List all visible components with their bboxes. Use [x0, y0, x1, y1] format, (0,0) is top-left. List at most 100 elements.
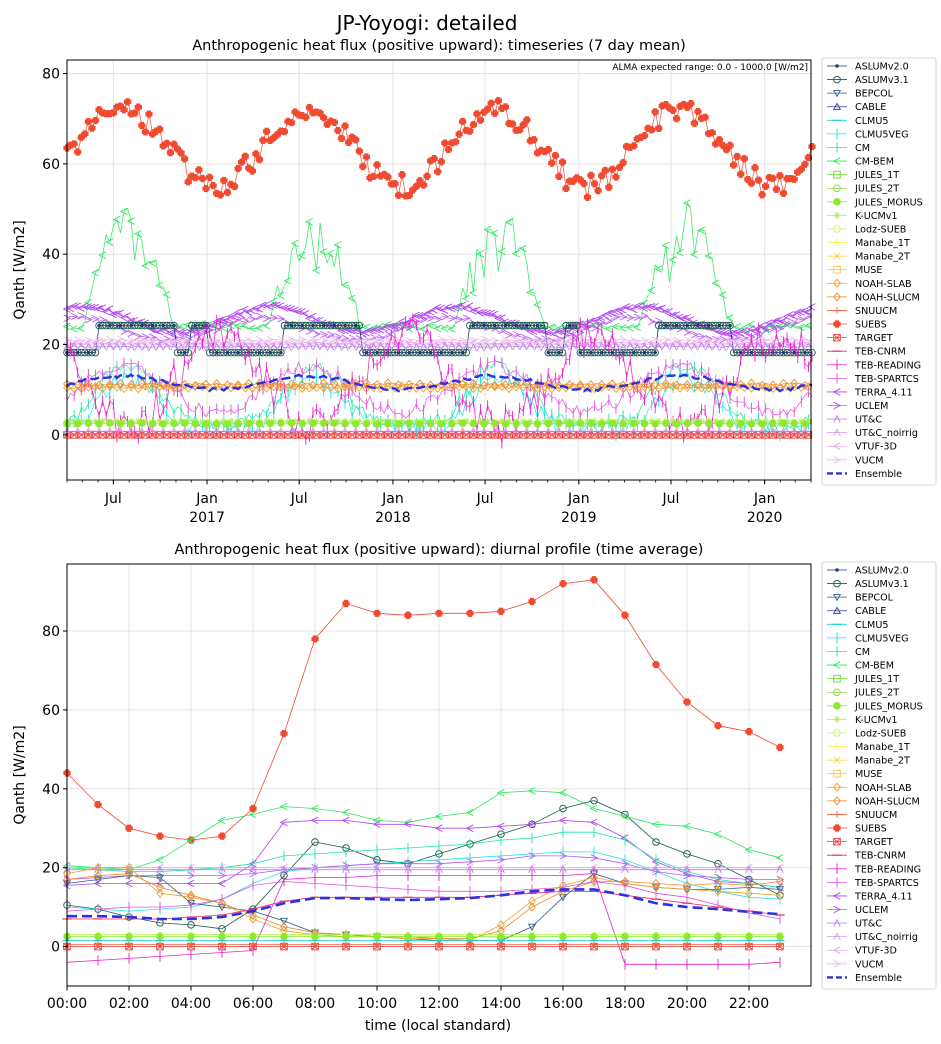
- ts-legend-item-ut-c: UT&C: [827, 415, 882, 426]
- ts-point-suews: [580, 179, 588, 188]
- ts-point-ut-c: [783, 342, 791, 351]
- ts-point-noah-slab: [654, 383, 663, 394]
- ts-point-terra-4-11: [483, 309, 492, 317]
- ts-point-terra-4-11: [176, 328, 185, 336]
- ts-point-terra-4-11: [444, 303, 452, 311]
- di-point-ut-c: [311, 865, 319, 874]
- di-point-jules-morus: [311, 932, 319, 941]
- ts-legend-marker: [832, 102, 842, 110]
- ts-point-vucm: [170, 336, 179, 345]
- ts-point-noah-slab: [426, 383, 435, 394]
- ts-legend-marker: [833, 456, 842, 464]
- ts-legend-item-jules-morus: JULES_MORUS: [827, 197, 923, 208]
- ts-point-ut-c-noirrig: [737, 426, 745, 435]
- ts-point-ut-c: [384, 341, 392, 350]
- di-point-suews: [94, 800, 102, 809]
- ts-point-terra-4-11: [294, 307, 303, 316]
- ts-point-ut-c-noirrig: [576, 426, 585, 435]
- ts-point-ut-c: [676, 342, 684, 351]
- ts-point-terra-4-11: [754, 326, 763, 334]
- ts-point-ut-c-noirrig: [170, 426, 178, 435]
- ts-point-suews: [145, 110, 153, 118]
- ts-point-suews: [334, 126, 342, 135]
- ts-point-noah-slab: [120, 383, 128, 394]
- ts-point-jules-morus: [501, 420, 510, 428]
- ts-legend-item-aslumv3-1: ASLUMv3.1: [827, 75, 909, 86]
- di-series-jules-morus: [63, 932, 784, 941]
- ts-point-suews: [437, 158, 445, 166]
- ts-point-jules-morus: [736, 419, 745, 428]
- di-line-noah-slab: [66, 867, 781, 942]
- ts-legend-item-manabe-2t: Manabe_2T: [827, 252, 910, 263]
- di-legend-item-teb-reading: TEB-READING: [827, 863, 921, 875]
- ts-point-vucm: [769, 337, 778, 345]
- ts-point-k-ucmv1: [584, 417, 591, 425]
- ts-point-ut-c: [84, 342, 93, 351]
- ts-point-ut-c: [441, 341, 449, 350]
- di-legend-label: Manabe_1T: [855, 742, 910, 753]
- ts-point-ut-c: [469, 343, 478, 352]
- di-point-jules-morus: [156, 932, 164, 941]
- ts-point-vucm: [448, 335, 457, 344]
- ts-point-suews: [156, 125, 164, 133]
- di-legend-item-teb-cnrm: TEB-CNRM: [827, 851, 906, 862]
- ts-point-k-ucmv1: [755, 418, 762, 426]
- ts-point-aslumv2-0: [364, 350, 369, 355]
- ts-point-aslumv2-0: [546, 350, 551, 355]
- ts-point-ut-c-noirrig: [245, 426, 253, 435]
- di-point-snuucm: [621, 941, 629, 948]
- ts-point-ut-c: [205, 341, 214, 350]
- ts-point-uclem: [84, 315, 93, 324]
- ts-point-ut-c-noirrig: [544, 426, 552, 435]
- ts-point-suews: [708, 129, 716, 137]
- ts-point-suews: [202, 184, 210, 193]
- di-point-cm-bem: [775, 854, 784, 862]
- ts-legend-label: SNUUCM: [855, 306, 897, 317]
- di-legend-marker: [833, 960, 842, 968]
- ts-point-k-ucmv1: [241, 418, 249, 425]
- di-point-uclem: [373, 860, 382, 868]
- ts-point-suews: [501, 103, 510, 111]
- ts-point-aslumv2-0: [332, 323, 337, 328]
- ts-point-suews: [70, 140, 78, 148]
- di-point-aslumv3-1: [652, 838, 660, 846]
- ts-point-noah-slucm: [298, 380, 307, 390]
- ts-point-terra-4-11: [84, 303, 92, 311]
- ts-point-ut-c-noirrig: [84, 426, 93, 435]
- ts-point-jules-morus: [640, 419, 649, 428]
- ts-point-ut-c: [270, 342, 278, 351]
- ts-point-suews: [726, 141, 734, 149]
- ts-point-terra-4-11: [379, 324, 388, 332]
- ts-point-terra-4-11: [383, 323, 392, 331]
- ts-point-vucm: [523, 336, 532, 344]
- ts-point-ut-c-noirrig: [491, 426, 499, 435]
- ts-point-vucm: [341, 337, 350, 345]
- ts-point-jules-morus: [597, 420, 606, 428]
- di-point-suews: [435, 609, 443, 617]
- ts-point-ut-c: [241, 341, 249, 350]
- ts-point-k-ucmv1: [99, 417, 106, 425]
- ts-point-cm-bem: [390, 321, 399, 329]
- ts-point-ut-c-noirrig: [287, 426, 296, 435]
- di-point-noah-slucm: [652, 878, 660, 889]
- ts-point-uclem: [270, 314, 279, 322]
- ts-point-noah-slucm: [309, 380, 317, 390]
- di-point-suews: [311, 635, 319, 643]
- ts-xtick-year-label: 2019: [561, 510, 597, 526]
- ts-point-uclem: [248, 315, 257, 323]
- ts-point-terra-4-11: [123, 312, 132, 320]
- ts-point-uclem: [534, 335, 542, 343]
- ts-point-cm-bem: [739, 324, 748, 332]
- ts-point-terra-4-11: [526, 327, 534, 336]
- ts-point-suews: [762, 182, 770, 190]
- di-legend-label: NOAH-SLUCM: [855, 796, 920, 807]
- ts-point-uclem: [120, 327, 129, 336]
- ts-point-terra-4-11: [486, 309, 495, 318]
- ts-series-suews: [63, 97, 816, 201]
- ts-point-ut-c: [612, 341, 620, 350]
- ts-point-k-ucmv1: [77, 418, 85, 425]
- ts-point-suews: [594, 187, 602, 195]
- ts-point-noah-slab: [141, 381, 150, 391]
- ts-legend-label: K-UCMv1: [855, 211, 898, 222]
- ts-point-noah-slucm: [544, 379, 553, 389]
